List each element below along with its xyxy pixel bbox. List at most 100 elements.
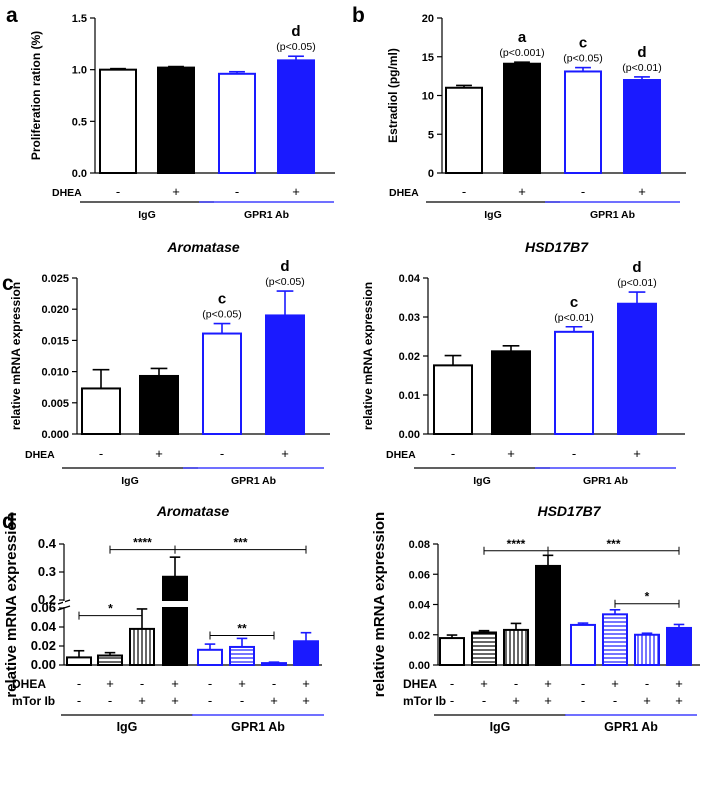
- bar-d2-2: [503, 628, 529, 666]
- p-value-c2-0: (p<0.01): [554, 312, 593, 324]
- y-tick-label-a-1: 0.5: [72, 116, 87, 128]
- bar-d2-4: [570, 623, 596, 667]
- y-tick-label-d1-0: 0.00: [31, 657, 56, 672]
- y-tick-label-c1-1: 0.005: [41, 398, 69, 410]
- bar-d1-1: [97, 654, 123, 666]
- mtor-sign-d2-2: +: [512, 693, 520, 708]
- bar-b-0: [445, 86, 483, 174]
- bar-c2-0: [433, 364, 473, 435]
- mtor-sign-d1-0: -: [77, 693, 81, 708]
- dhea-sign-d2-4: -: [581, 676, 585, 691]
- bar-b-3: [623, 79, 661, 174]
- significance-letter-a-0: d: [291, 23, 300, 40]
- y-tick-label-c1-4: 0.020: [41, 304, 69, 316]
- p-value-b-1: (p<0.05): [563, 53, 602, 65]
- dhea-row-label-c2: DHEA: [386, 449, 416, 461]
- mtor-sign-d2-3: +: [544, 693, 552, 708]
- y-tick-label-a-3: 1.5: [72, 13, 87, 25]
- significance-letter-b-2: d: [637, 44, 646, 61]
- y-tick-label-c1-3: 0.015: [41, 335, 69, 347]
- dhea-sign-d1-2: -: [140, 676, 144, 691]
- mtor-row-label-d2: mTor Ib: [403, 694, 446, 708]
- dhea-sign-c1-1: +: [155, 446, 163, 461]
- bar-c1-2: [202, 332, 242, 436]
- bracket-label-d2-2: *: [645, 590, 650, 604]
- chart-title-c1: Aromatase: [166, 239, 240, 255]
- bar-c2-1: [491, 350, 531, 436]
- mtor-sign-d2-7: +: [675, 693, 683, 708]
- bar-d2-0: [439, 637, 465, 667]
- dhea-sign-d2-5: +: [611, 676, 619, 691]
- panel-letter-c: c: [2, 272, 14, 295]
- group-label-c1-0: IgG: [121, 475, 139, 487]
- bar-a-2: [218, 72, 256, 174]
- bar-d1-2: [129, 627, 155, 667]
- significance-letter-c2-0: c: [570, 294, 578, 311]
- significance-letter-b-0: a: [518, 29, 527, 46]
- dhea-sign-d2-1: +: [480, 676, 488, 691]
- dhea-sign-d2-6: -: [645, 676, 649, 691]
- dhea-sign-d1-7: +: [302, 676, 310, 691]
- y-tick-label-c2-3: 0.03: [399, 312, 420, 324]
- dhea-sign-d1-6: -: [272, 676, 276, 691]
- bar-c1-0: [81, 387, 121, 435]
- bracket-label-d2-0: ****: [507, 537, 526, 551]
- dhea-sign-c1-3: +: [281, 446, 289, 461]
- dhea-sign-d1-4: -: [208, 676, 212, 691]
- dhea-row-label-a: DHEA: [52, 187, 82, 199]
- group-label-a-1: GPR1 Ab: [244, 209, 289, 221]
- dhea-row-label-c1: DHEA: [25, 449, 55, 461]
- dhea-sign-a-0: -: [116, 184, 120, 199]
- bar-d2-5: [602, 613, 628, 666]
- dhea-sign-a-1: +: [172, 184, 180, 199]
- significance-letter-b-1: c: [579, 35, 587, 52]
- group-label-d1-0: IgG: [117, 720, 138, 734]
- y-tick-label-c1-5: 0.025: [41, 273, 69, 285]
- group-label-c2-1: GPR1 Ab: [583, 475, 628, 487]
- panel-letter-d: d: [2, 510, 15, 533]
- bar-d2-7: [666, 626, 692, 666]
- dhea-sign-a-3: +: [292, 184, 300, 199]
- group-label-b-0: IgG: [484, 209, 502, 221]
- bar-c2-2: [554, 330, 594, 436]
- y-tick-label-d2-0: 0.00: [409, 660, 430, 672]
- dhea-sign-c2-1: +: [507, 446, 515, 461]
- mtor-sign-d2-6: +: [643, 693, 651, 708]
- y-axis-title-a: Proliferation ration (%): [29, 31, 43, 160]
- y-tick-label-d2-4: 0.08: [409, 539, 430, 551]
- dhea-sign-c1-2: -: [220, 446, 224, 461]
- bracket-label-d1-2: ***: [233, 536, 247, 550]
- dhea-sign-d2-3: +: [544, 676, 552, 691]
- mtor-sign-d1-5: -: [240, 693, 244, 708]
- dhea-sign-c2-0: -: [451, 446, 455, 461]
- bar-d2-1: [471, 631, 497, 667]
- significance-letter-c2-1: d: [632, 259, 641, 276]
- bar-a-3: [277, 59, 315, 174]
- y-tick-label-d1-4: 0.2: [38, 592, 56, 607]
- dhea-sign-a-2: -: [235, 184, 239, 199]
- bar-c1-3: [265, 314, 305, 435]
- y-tick-label-d1-2: 0.04: [31, 619, 57, 634]
- y-tick-label-d2-2: 0.04: [409, 600, 431, 612]
- mtor-sign-d1-7: +: [302, 693, 310, 708]
- y-tick-label-d1-3: 0.06: [31, 600, 56, 615]
- bracket-label-d1-3: **: [237, 622, 247, 636]
- chart-title-d2: HSD17B7: [537, 503, 601, 519]
- bar-d1-4: [197, 648, 223, 666]
- group-label-d1-1: GPR1 Ab: [231, 720, 285, 734]
- y-tick-label-d1-6: 0.4: [38, 536, 57, 551]
- mtor-sign-d2-5: -: [613, 693, 617, 708]
- bar-d2-3: [535, 564, 561, 667]
- dhea-sign-b-1: +: [518, 184, 526, 199]
- y-tick-label-d2-1: 0.02: [409, 630, 430, 642]
- group-label-d2-1: GPR1 Ab: [604, 720, 658, 734]
- y-axis-title-d2: relative mRNA expression: [371, 512, 388, 697]
- p-value-b-0: (p<0.001): [499, 47, 544, 59]
- bar-c1-1: [139, 374, 179, 435]
- y-tick-label-b-4: 20: [422, 13, 434, 25]
- bar-a-1: [157, 66, 195, 174]
- dhea-row-label-d2: DHEA: [403, 677, 437, 691]
- y-tick-label-c2-1: 0.01: [399, 390, 420, 402]
- p-value-c1-1: (p<0.05): [265, 276, 304, 288]
